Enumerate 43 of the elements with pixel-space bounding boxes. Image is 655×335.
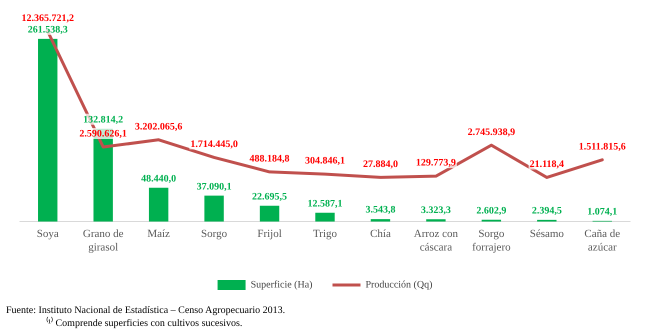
data-label: 48.440,0 xyxy=(141,173,176,184)
data-label: 1.511.815,6 xyxy=(578,141,626,152)
source-note: Fuente: Instituto Nacional de Estadística – Censo Agropecuario 2013. xyxy=(6,304,286,316)
bar xyxy=(260,206,280,222)
legend-label: Superficie (Ha) xyxy=(250,280,312,291)
data-label: 2.394,5 xyxy=(532,206,562,217)
x-tick-label: Sésamo xyxy=(530,228,564,240)
x-tick-label: Soya xyxy=(36,228,59,240)
data-label: 129.773,9 xyxy=(416,158,456,169)
x-tick-label: Frijol xyxy=(257,228,282,240)
data-label: 304.846,1 xyxy=(305,156,345,167)
bar xyxy=(148,188,168,222)
x-tick-label: Trigo xyxy=(312,228,338,240)
data-label: 2.602,9 xyxy=(476,205,506,216)
data-label: 488.184,8 xyxy=(250,153,290,164)
data-label: 27.884,0 xyxy=(362,158,398,170)
data-label: 12.365.721,2 xyxy=(21,12,74,24)
x-tick-label: Maíz xyxy=(147,228,170,240)
data-label: 1.074,1 xyxy=(587,206,618,218)
x-tick-label: Grano de girasol xyxy=(82,228,124,254)
legend-label: Producción (Qq) xyxy=(365,280,432,291)
text: ⁽¹⁾ Comprende superficies con cultivos sucesivos. xyxy=(45,317,244,330)
data-label: 22.695,5 xyxy=(252,191,288,202)
data-label: 2.745.938,9 xyxy=(468,126,516,138)
x-tick-label: Arroz con cáscara xyxy=(414,228,459,254)
x-tick-label: Chía xyxy=(370,228,391,240)
x-tick-label: Sorgo forrajero xyxy=(472,228,512,254)
data-label: 132.814,2 xyxy=(83,114,124,126)
data-label: 3.202.065,6 xyxy=(134,121,182,132)
bar xyxy=(315,212,335,222)
bar xyxy=(204,196,224,222)
data-label: 261.538,3 xyxy=(28,24,68,36)
x-tick-label: Caña de azúcar xyxy=(584,228,620,254)
bar xyxy=(370,219,390,222)
x-tick-label: Sorgo xyxy=(201,228,228,240)
data-label: 2.590.626,1 xyxy=(79,128,127,140)
data-label: 3.543,8 xyxy=(365,204,396,216)
bar xyxy=(38,38,58,222)
data-label: 37.090,1 xyxy=(196,181,232,192)
data-label: 12.587,1 xyxy=(308,198,342,210)
data-label: 3.323,3 xyxy=(420,204,451,216)
data-label: 1.714.445,0 xyxy=(190,138,238,150)
data-label: 21.118,4 xyxy=(530,159,564,170)
